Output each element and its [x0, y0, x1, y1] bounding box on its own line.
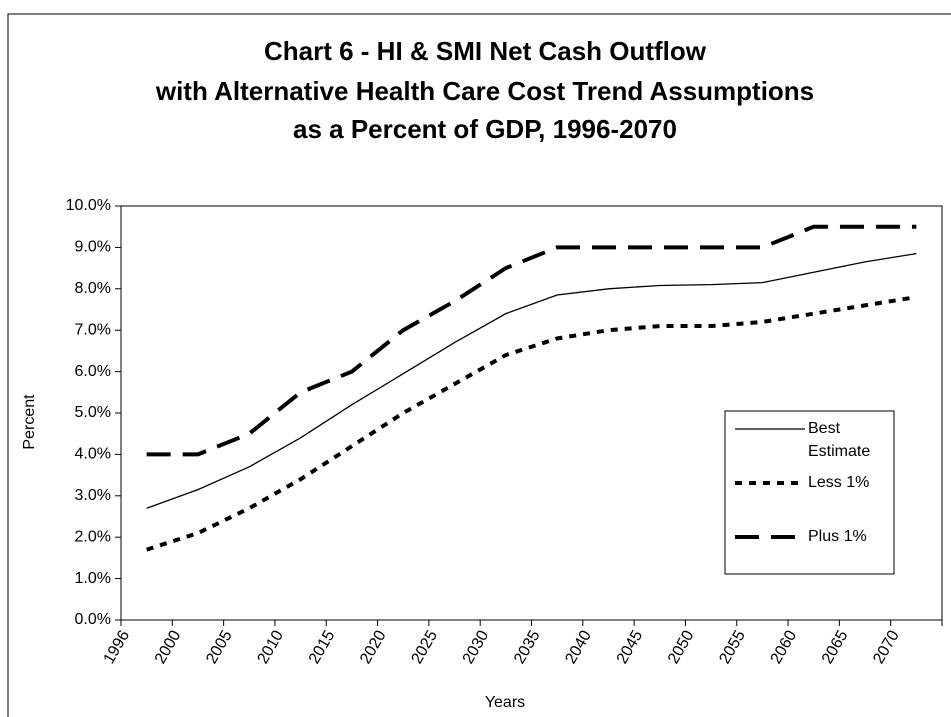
- chart-title: with Alternative Health Care Cost Trend …: [155, 76, 814, 106]
- y-tick-label: 1.0%: [75, 570, 111, 587]
- legend-label: Best Estimate: [808, 420, 870, 460]
- y-tick-label: 10.0%: [66, 197, 111, 214]
- x-tick-label: 2040: [562, 628, 595, 667]
- y-tick-label: 0.0%: [75, 611, 111, 628]
- chart-title: as a Percent of GDP, 1996-2070: [293, 114, 677, 144]
- x-tick-label: 2045: [614, 628, 647, 667]
- x-tick-label: 2025: [408, 628, 441, 667]
- x-tick-label: 2010: [255, 628, 288, 667]
- x-tick-label: 2060: [768, 628, 801, 667]
- chart-title: Chart 6 - HI & SMI Net Cash Outflow: [264, 36, 707, 66]
- series-line: [146, 295, 917, 552]
- x-tick-label: 2030: [460, 628, 493, 667]
- y-tick-label: 5.0%: [75, 404, 111, 421]
- y-tick-label: 4.0%: [75, 446, 111, 463]
- y-tick-label: 3.0%: [75, 487, 111, 504]
- y-tick-label: 2.0%: [75, 528, 111, 545]
- x-tick-label: 2035: [511, 628, 544, 667]
- y-axis-label: Percent: [21, 394, 38, 450]
- x-axis-label: Years: [485, 694, 525, 711]
- x-tick-label: 2070: [870, 628, 903, 667]
- x-tick-label: 2005: [203, 628, 236, 667]
- series-line: [146, 224, 917, 457]
- legend: [724, 410, 895, 575]
- series-line: [146, 252, 917, 509]
- x-tick-label: 2050: [665, 628, 698, 667]
- x-tick-label: 2065: [819, 628, 852, 667]
- chart-frame: [7, 13, 951, 717]
- x-tick-label: 2055: [716, 628, 749, 667]
- x-tick-label: 1996: [101, 628, 134, 667]
- y-tick-label: 6.0%: [75, 363, 111, 380]
- legend-label: Plus 1%: [808, 528, 867, 545]
- x-tick-label: 2015: [306, 628, 339, 667]
- y-tick-label: 9.0%: [75, 239, 111, 256]
- x-tick-label: 2000: [152, 628, 185, 667]
- legend-label: Less 1%: [808, 474, 869, 491]
- y-tick-label: 7.0%: [75, 321, 111, 338]
- x-tick-label: 2020: [357, 628, 390, 667]
- y-tick-label: 8.0%: [75, 280, 111, 297]
